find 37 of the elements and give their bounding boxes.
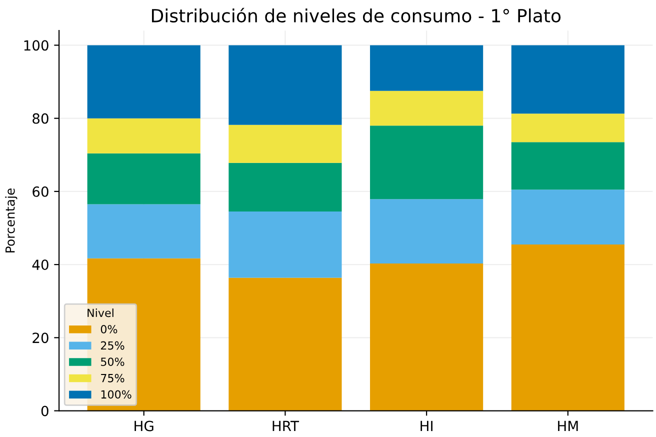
legend-label: 75% — [101, 374, 124, 382]
bar — [370, 45, 484, 91]
bar — [511, 114, 624, 142]
bar — [228, 124, 342, 163]
y-tick-label: 20 — [32, 332, 48, 344]
bar — [370, 126, 484, 200]
legend-label: 50% — [101, 358, 124, 366]
bar — [511, 244, 624, 411]
bar — [87, 45, 200, 118]
bar — [370, 199, 484, 264]
y-tick-label: 40 — [32, 260, 48, 270]
bar — [511, 45, 624, 114]
x-tick-label: HM — [558, 420, 578, 432]
y-tick-label: 80 — [32, 113, 48, 124]
legend-label: 0% — [100, 324, 118, 334]
bar — [228, 278, 342, 411]
x-tick-label: HI — [420, 420, 432, 432]
y-tick-label: 60 — [32, 186, 48, 197]
legend-title: Nivel — [88, 308, 114, 318]
bar — [87, 204, 200, 258]
bar — [511, 142, 624, 190]
bar — [370, 90, 484, 126]
bar — [87, 118, 200, 154]
y-tick-label: 0 — [41, 406, 48, 416]
y-axis-title: Porcentaje — [5, 188, 18, 252]
legend-label: 25% — [100, 341, 124, 350]
bar — [87, 153, 200, 204]
bar — [511, 190, 624, 244]
x-tick-label: HRT — [272, 420, 300, 432]
bar — [370, 263, 484, 411]
x-tick-label: HG — [134, 420, 154, 432]
bar — [228, 212, 342, 278]
legend-label: 100% — [101, 390, 132, 399]
bar — [228, 45, 342, 125]
y-tick-label: 100 — [24, 40, 48, 51]
chart-title: Distribución de niveles de consumo - 1° Plato — [152, 8, 561, 23]
bar — [228, 162, 342, 212]
